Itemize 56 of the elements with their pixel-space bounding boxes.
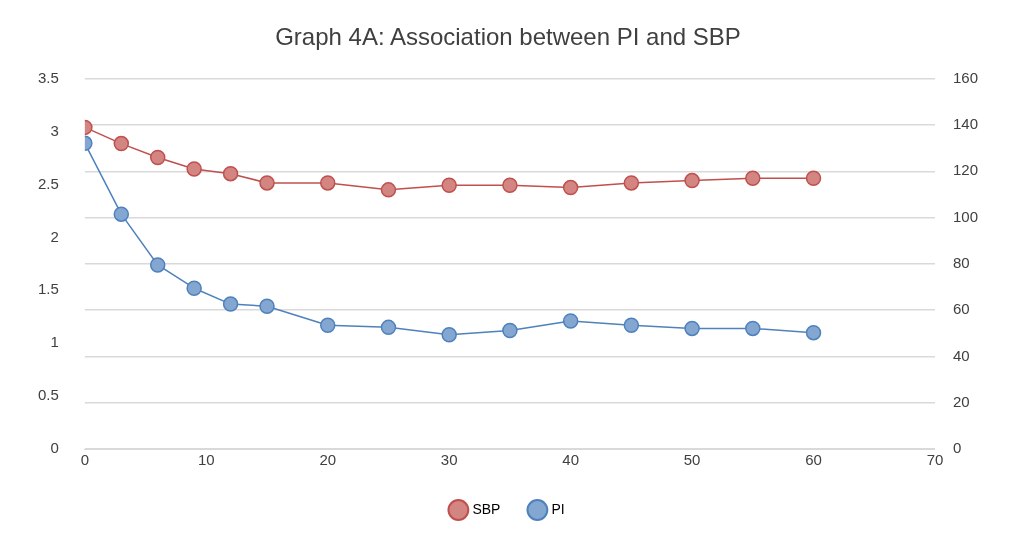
point <box>441 327 457 343</box>
point <box>684 172 700 189</box>
y2-tick-label: 100 <box>952 207 978 225</box>
point <box>745 170 761 187</box>
point <box>745 320 761 337</box>
y-tick-label: 2 <box>50 227 59 245</box>
x-tick-label: 50 <box>683 451 701 469</box>
x-tick-label: 60 <box>805 451 822 469</box>
point <box>441 177 457 193</box>
point <box>222 165 239 182</box>
point <box>319 175 336 191</box>
x-tick-label: 0 <box>80 451 90 469</box>
y2-tick-label: 80 <box>952 254 970 272</box>
x-tick-label: 30 <box>440 451 458 469</box>
point <box>259 298 275 314</box>
point <box>113 135 130 152</box>
y-tick-label: 1 <box>50 333 59 351</box>
point <box>562 313 579 329</box>
point <box>623 317 640 333</box>
point <box>380 182 397 198</box>
y2-tick-label: 160 <box>952 68 978 86</box>
y2-tick-label: 0 <box>952 439 962 457</box>
y-tick-label: 0.5 <box>37 386 59 404</box>
point <box>222 296 239 312</box>
legend-label: SBP <box>472 500 501 517</box>
point <box>149 149 166 166</box>
y2-tick-label: 60 <box>952 300 970 318</box>
y-tick-label: 0 <box>50 439 59 457</box>
y-tick-label: 2.5 <box>37 174 59 192</box>
point <box>623 175 640 191</box>
point <box>186 280 202 296</box>
y2-tick-label: 20 <box>952 392 970 410</box>
chart-title: Graph 4A: Association between PI and SBP <box>275 23 741 51</box>
y2-tick-label: 120 <box>952 161 978 179</box>
x-tick-label: 10 <box>197 451 215 469</box>
point <box>684 320 700 337</box>
point <box>805 170 822 187</box>
x-tick-label: 40 <box>562 451 579 469</box>
y2-tick-label: 140 <box>952 115 978 133</box>
legend-label: PI <box>551 500 565 517</box>
point <box>259 175 275 191</box>
y2-tick-label: 40 <box>952 346 970 364</box>
y-tick-label: 1.5 <box>37 280 59 298</box>
x-tick-label: 20 <box>319 451 337 469</box>
point <box>113 206 130 222</box>
y-tick-label: 3 <box>50 121 59 139</box>
point <box>319 317 336 333</box>
point <box>380 319 397 336</box>
point <box>149 257 166 273</box>
point <box>502 322 518 339</box>
point <box>562 179 579 196</box>
point <box>186 161 202 177</box>
point <box>805 324 822 341</box>
point <box>502 177 518 193</box>
x-tick-label: 70 <box>926 451 944 469</box>
y-tick-label: 3.5 <box>37 68 59 86</box>
